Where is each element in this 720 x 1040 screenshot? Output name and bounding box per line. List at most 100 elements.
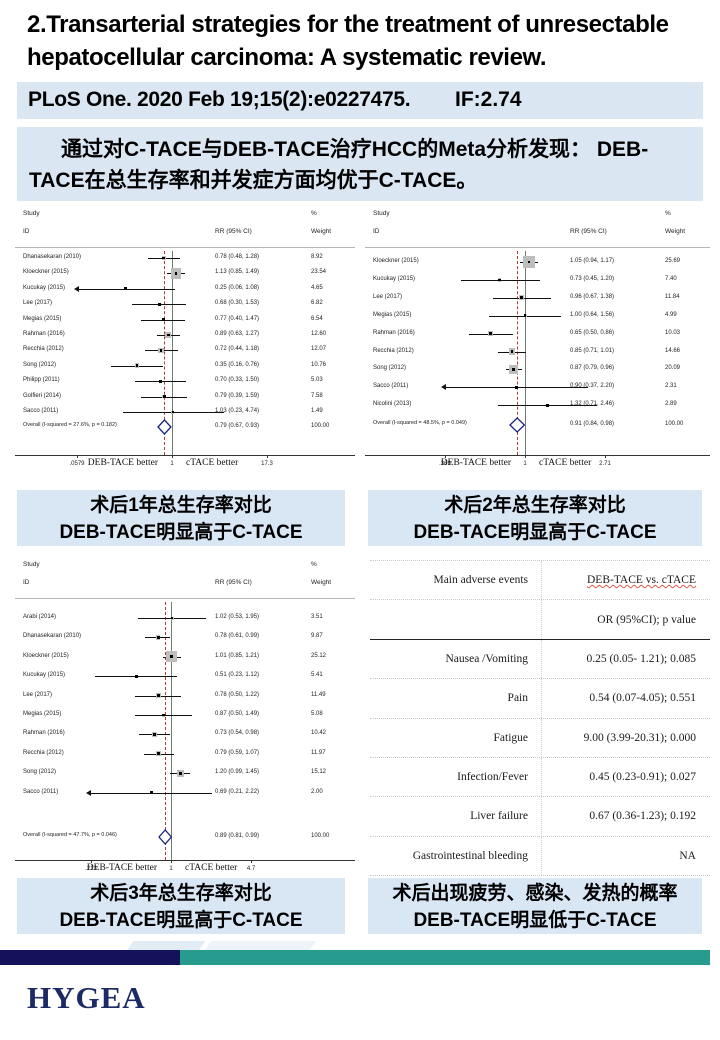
summary-box: 通过对C-TACE与DEB-TACE治疗HCC的Meta分析发现： DEB- T…	[17, 127, 703, 201]
study-label: Sacco (2011)	[23, 408, 59, 414]
adverse-table-value: 0.67 (0.36-1.23); 0.192	[589, 810, 696, 823]
point-marker	[512, 368, 516, 371]
study-label: Megias (2015)	[373, 311, 412, 318]
weight-value: 8.92	[311, 254, 323, 260]
point-marker	[166, 333, 170, 337]
point-marker	[162, 395, 166, 398]
weight-value: 2.00	[311, 788, 323, 795]
point-marker	[170, 655, 173, 659]
caption-1yr-line2: DEB-TACE明显高于C-TACE	[59, 522, 303, 543]
study-label: Song (2012)	[23, 361, 57, 368]
study-label: Kucukay (2015)	[23, 284, 66, 291]
forest-plot-2yr: Study ID% RR (95% CI) Weight Kloeckner (2015…	[365, 205, 710, 485]
adverse-events-table: Main adverse events DEB-TACE vs. cTACE OR …	[370, 560, 710, 876]
adverse-table-value: 0.25 (0.05- 1.21); 0.085	[586, 652, 696, 665]
rr-value: 0.90 (0.37, 2.20)	[570, 383, 615, 390]
axis-tick	[525, 455, 526, 458]
weight-value: 10.03	[665, 329, 681, 336]
study-label: Recchia (2012)	[23, 749, 64, 756]
caption-adverse-line1: 术后出现疲劳、感染、发热的概率	[392, 883, 678, 904]
title-line-2: hepatocellular carcinoma: A systematic r…	[27, 44, 547, 71]
weight-value: 20.09	[665, 365, 681, 372]
decorative-shape	[204, 941, 317, 950]
axis-tick-label: .369	[439, 461, 451, 467]
adverse-table-row: Fatigue 9.00 (3.99-20.31); 0.000	[370, 718, 710, 758]
point-marker	[150, 791, 154, 794]
axis-tick-label: .0579	[69, 461, 85, 467]
study-label: Song (2012)	[373, 365, 407, 372]
caption-adverse: 术后出现疲劳、感染、发热的概率 DEB-TACE明显低于C-TACE	[368, 878, 702, 934]
forest-plot-1yr: Study ID% RR (95% CI) Weight Dhanasekaran (2…	[15, 205, 355, 485]
study-label: Lee (2017)	[23, 300, 53, 307]
overall-weight-value: 100.00	[311, 833, 330, 839]
point-marker	[157, 302, 161, 306]
plot-overall-dashed-line	[517, 251, 519, 455]
study-label: Megias (2015)	[23, 711, 62, 717]
axis-tick	[445, 455, 446, 458]
adverse-table-value: DEB-TACE vs. cTACE	[587, 574, 696, 587]
weight-value: 5.41	[311, 672, 323, 679]
point-marker	[171, 410, 175, 414]
adverse-table-row: Main adverse events DEB-TACE vs. cTACE	[370, 561, 710, 601]
weight-value: 7.40	[665, 275, 677, 282]
weight-value: 11.84	[665, 293, 680, 300]
rr-value: 0.65 (0.50, 0.86)	[570, 329, 615, 336]
adverse-table-value: 0.45 (0.23-0.91); 0.027	[589, 771, 696, 784]
rr-value: 1.32 (0.71, 2.46)	[570, 401, 615, 408]
axis-line	[365, 455, 710, 456]
weight-value: 12.60	[311, 331, 327, 337]
overall-rr-value: 0.79 (0.67, 0.93)	[215, 423, 260, 429]
plot-header-weight: Weight	[311, 579, 332, 586]
summary-line-1: 通过对C-TACE与DEB-TACE治疗HCC的Meta分析发现： DEB-	[61, 138, 649, 161]
adverse-table-label	[370, 600, 542, 639]
overall-rr-value: 0.91 (0.84, 0.98)	[570, 421, 615, 427]
rr-value: 0.68 (0.30, 1.53)	[215, 300, 260, 307]
point-marker	[520, 296, 524, 300]
rr-value: 0.72 (0.44, 1.18)	[215, 346, 260, 353]
axis-left-better-label: DEB-TACE better	[87, 458, 158, 468]
adverse-table-row: Gastrointestinal bleeding NA	[370, 836, 710, 876]
rr-value: 0.78 (0.61, 0.99)	[215, 633, 260, 640]
axis-tick	[172, 455, 173, 458]
rr-value: 1.00 (0.64, 1.56)	[570, 311, 615, 318]
axis-tick	[77, 455, 78, 458]
weight-value: 11.97	[311, 749, 326, 756]
point-marker	[523, 314, 527, 318]
overall-weight-value: 100.00	[311, 423, 330, 429]
weight-value: 11.49	[311, 691, 326, 698]
rr-value: 0.89 (0.63, 1.27)	[215, 331, 260, 337]
caption-1yr: 术后1年总生存率对比 DEB-TACE明显高于C-TACE	[17, 490, 345, 546]
caption-3yr-line2: DEB-TACE明显高于C-TACE	[59, 910, 303, 931]
point-marker	[162, 713, 166, 717]
point-marker	[134, 674, 138, 678]
ci-clip-arrow	[74, 285, 80, 292]
plot-header-pct: %	[665, 210, 671, 217]
rr-value: 0.79 (0.39, 1.59)	[215, 392, 260, 399]
axis-tick	[171, 860, 172, 863]
weight-value: 5.08	[311, 711, 323, 717]
point-marker	[161, 318, 165, 321]
adverse-table-row: Infection/Fever 0.45 (0.23-0.91); 0.027	[370, 757, 710, 798]
adverse-table-label: Infection/Fever	[370, 757, 542, 797]
study-label: Sacco (2011)	[23, 788, 59, 795]
point-marker	[174, 272, 178, 275]
study-label: Nicolini (2013)	[373, 401, 412, 408]
point-marker	[153, 733, 157, 736]
plot-header-rr: RR (95% CI)	[215, 228, 252, 235]
study-label: Rahman (2016)	[23, 331, 65, 337]
point-marker	[157, 752, 161, 756]
adverse-table-value: OR (95%CI); p value	[597, 613, 696, 626]
point-marker	[135, 364, 139, 368]
rr-value: 1.13 (0.85, 1.49)	[215, 269, 260, 276]
axis-left-better-label: DEB-TACE better	[440, 458, 511, 468]
adverse-table-label: Pain	[370, 679, 542, 718]
overall-diamond	[156, 419, 172, 435]
axis-tick	[267, 455, 268, 458]
point-marker	[510, 350, 514, 353]
plot-header-rr: RR (95% CI)	[570, 228, 607, 235]
study-label: Dhanasekaran (2010)	[23, 633, 82, 640]
study-label: Rahman (2016)	[373, 329, 415, 336]
rr-value: 0.77 (0.40, 1.47)	[215, 315, 260, 322]
citation-bar: PLoS One. 2020 Feb 19;15(2):e0227475. IF…	[17, 82, 703, 119]
